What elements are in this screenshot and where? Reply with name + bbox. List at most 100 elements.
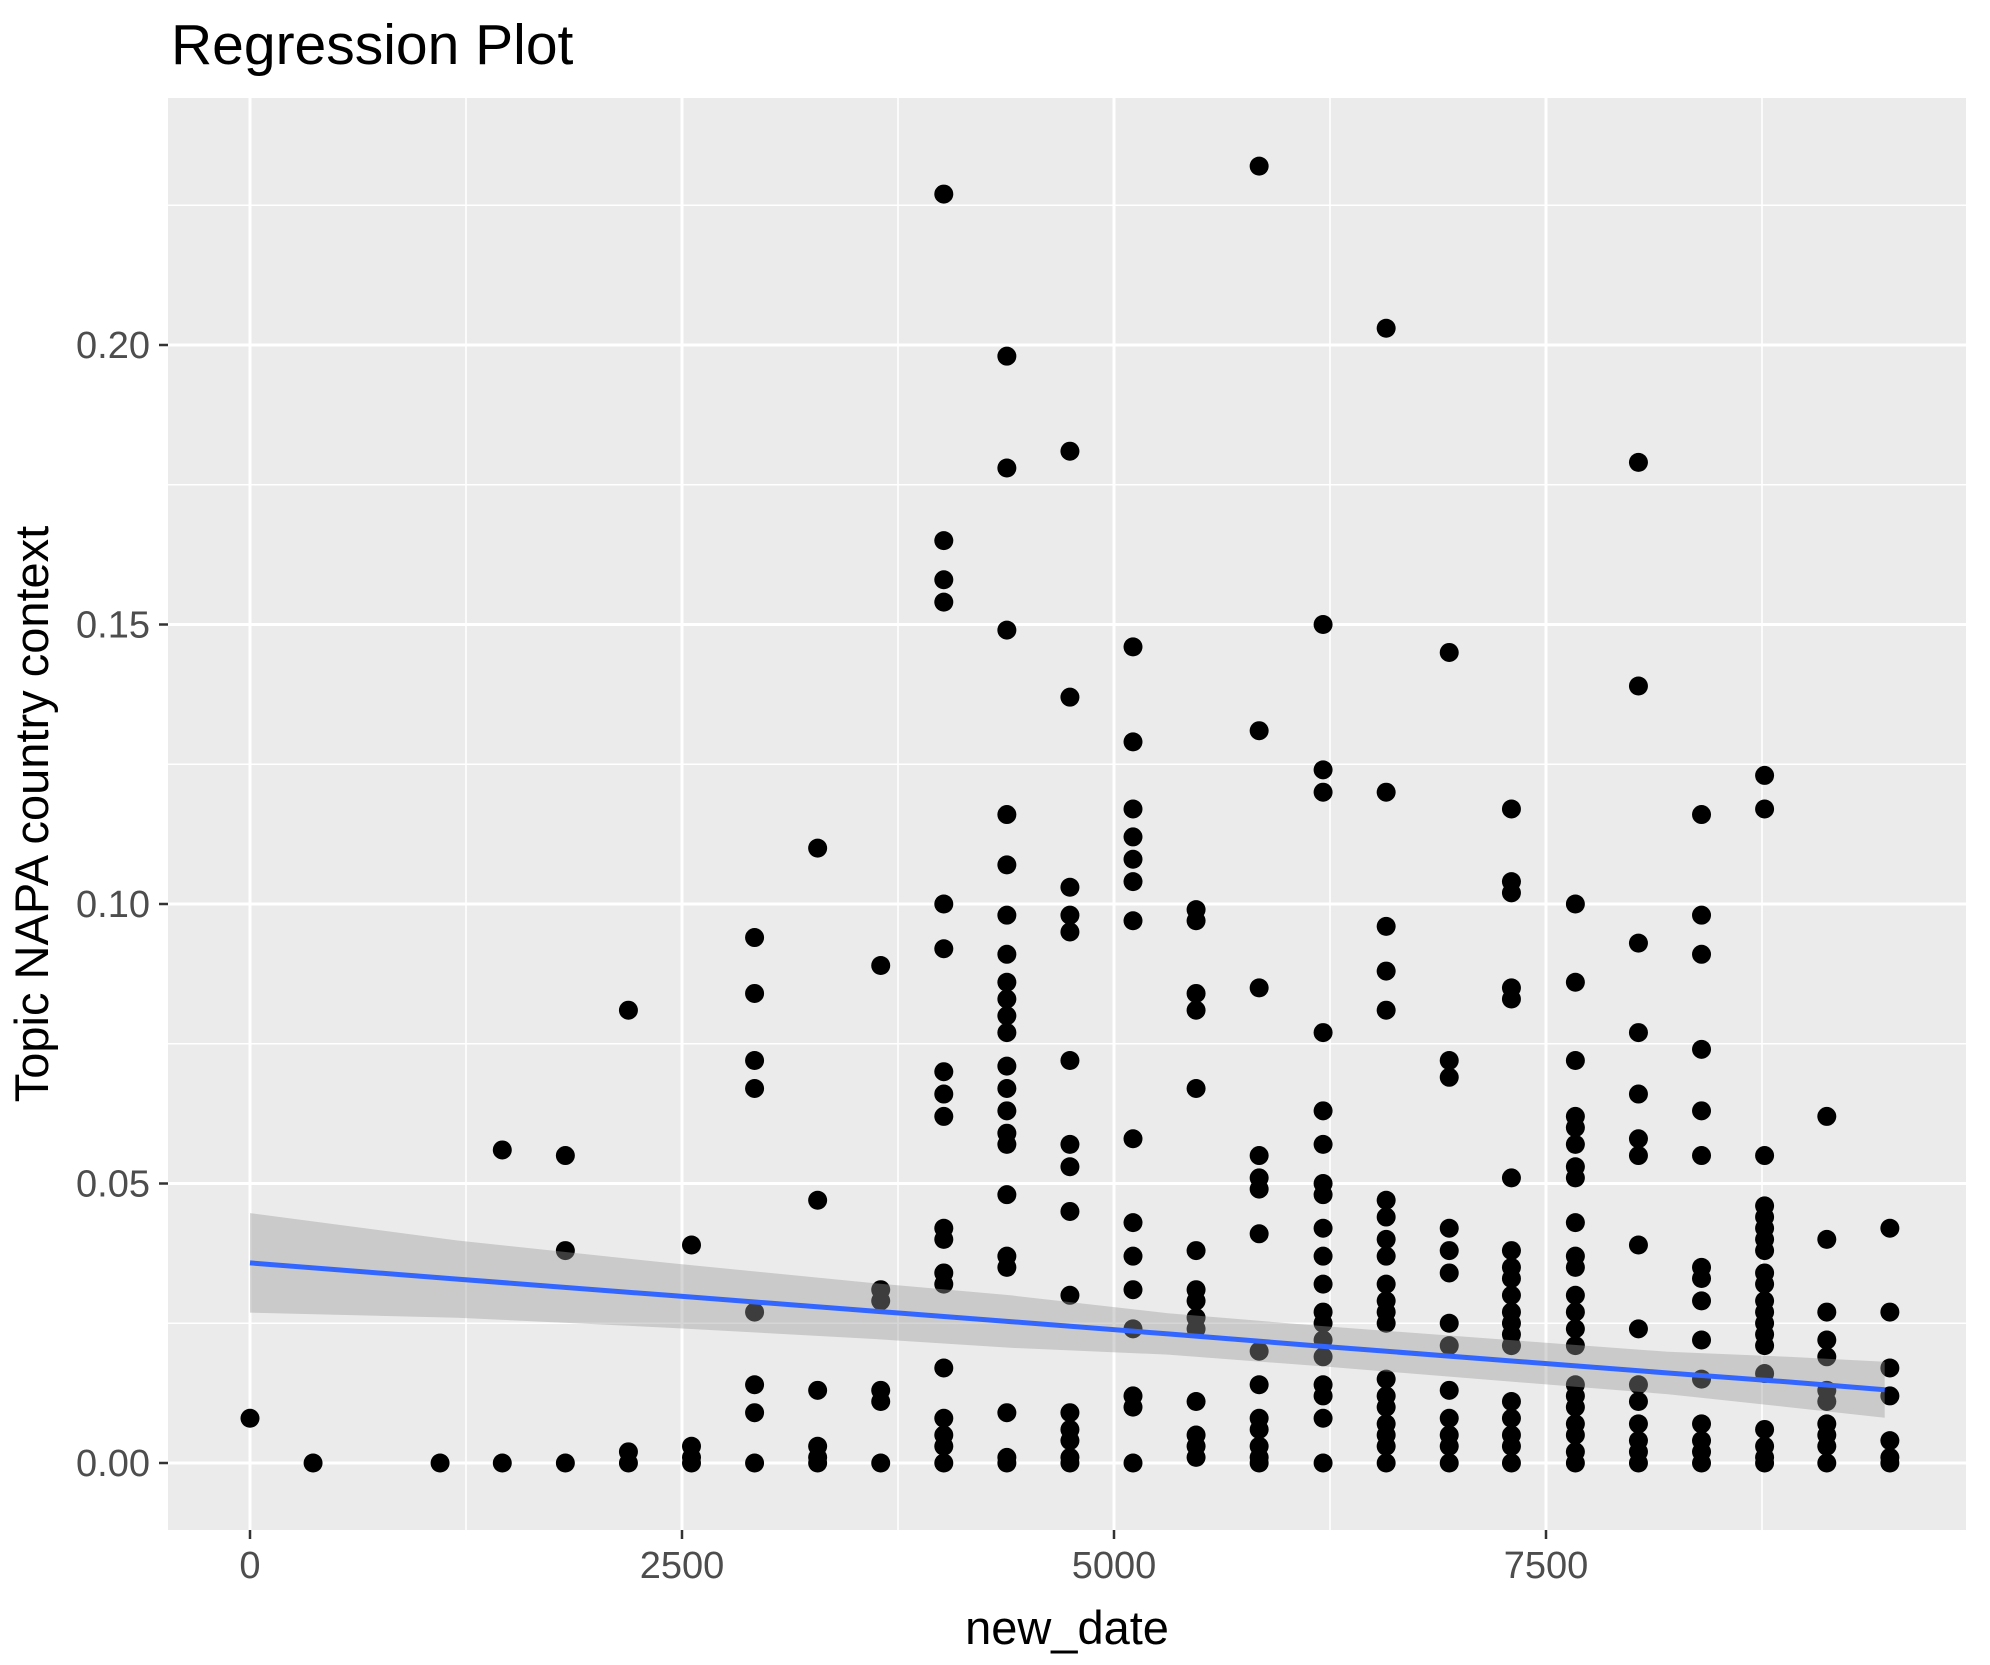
- data-point: [745, 983, 765, 1003]
- data-point: [1628, 1453, 1648, 1473]
- data-point: [1565, 894, 1585, 914]
- data-point: [1249, 721, 1269, 741]
- data-point: [1313, 1347, 1333, 1367]
- data-point: [1817, 1330, 1837, 1350]
- data-point: [1628, 452, 1648, 472]
- data-point: [1376, 1274, 1396, 1294]
- data-point: [1123, 911, 1143, 931]
- data-point: [1060, 1285, 1080, 1305]
- y-tick-labels: 0.00 0.05 0.10 0.15 0.20: [76, 325, 150, 1485]
- data-point: [1376, 1246, 1396, 1266]
- data-point: [934, 184, 954, 204]
- data-point: [934, 894, 954, 914]
- data-point: [997, 1101, 1017, 1121]
- data-point: [1060, 687, 1080, 707]
- data-point: [1439, 642, 1459, 662]
- x-tick-label: 5000: [1072, 1545, 1157, 1587]
- y-tick-label: 0.05: [76, 1164, 150, 1206]
- data-point: [1439, 1263, 1459, 1283]
- data-point: [1628, 1146, 1648, 1166]
- data-point: [1313, 1408, 1333, 1428]
- data-point: [1186, 1000, 1206, 1020]
- data-point: [1123, 732, 1143, 752]
- data-point: [1692, 1291, 1712, 1311]
- data-point: [1249, 1453, 1269, 1473]
- x-tick-labels: 0 2500 5000 7500: [239, 1545, 1588, 1587]
- data-point: [1060, 877, 1080, 897]
- data-point: [1376, 1313, 1396, 1333]
- data-point: [1628, 1319, 1648, 1339]
- data-point: [1565, 1257, 1585, 1277]
- y-tick-label: 0.15: [76, 605, 150, 647]
- data-point: [1565, 1118, 1585, 1138]
- data-point: [1692, 1269, 1712, 1289]
- data-point: [1501, 1336, 1521, 1356]
- data-point: [745, 928, 765, 948]
- data-point: [1123, 1246, 1143, 1266]
- data-point: [1186, 911, 1206, 931]
- data-point: [997, 1257, 1017, 1277]
- x-tick-label: 7500: [1504, 1545, 1589, 1587]
- data-point: [1060, 1453, 1080, 1473]
- data-point: [1249, 1146, 1269, 1166]
- data-point: [1880, 1386, 1900, 1406]
- data-point: [1501, 1453, 1521, 1473]
- data-point: [1186, 1291, 1206, 1311]
- minor-gridlines: [168, 98, 1966, 1530]
- data-point: [1501, 989, 1521, 1009]
- data-point: [997, 1185, 1017, 1205]
- data-point: [745, 1403, 765, 1423]
- data-point: [1060, 441, 1080, 461]
- data-point: [871, 1392, 891, 1412]
- data-point: [1692, 805, 1712, 825]
- data-point: [1817, 1347, 1837, 1367]
- data-point: [1692, 905, 1712, 925]
- data-point: [1186, 983, 1206, 1003]
- data-point: [1376, 1000, 1396, 1020]
- data-point: [1123, 827, 1143, 847]
- data-point: [1817, 1229, 1837, 1249]
- data-point: [555, 1453, 575, 1473]
- data-point: [934, 1084, 954, 1104]
- data-point: [1060, 905, 1080, 925]
- data-point: [1376, 1190, 1396, 1210]
- data-point: [1313, 1453, 1333, 1473]
- data-point: [1313, 1246, 1333, 1266]
- data-point: [1313, 782, 1333, 802]
- data-point: [1755, 1419, 1775, 1439]
- data-point: [1880, 1302, 1900, 1322]
- data-point: [1565, 1285, 1585, 1305]
- data-point: [1501, 799, 1521, 819]
- data-point: [997, 905, 1017, 925]
- y-tick-label: 0.10: [76, 884, 150, 926]
- data-point: [618, 1000, 638, 1020]
- data-point: [1692, 1146, 1712, 1166]
- data-point: [555, 1241, 575, 1261]
- data-point: [1501, 1168, 1521, 1188]
- data-point: [808, 1190, 828, 1210]
- data-point: [1501, 883, 1521, 903]
- data-point: [1628, 1392, 1648, 1412]
- data-point: [492, 1140, 512, 1160]
- data-point: [1060, 1201, 1080, 1221]
- data-point: [934, 1453, 954, 1473]
- data-point: [1376, 961, 1396, 981]
- data-point: [1123, 1280, 1143, 1300]
- data-point: [1439, 1380, 1459, 1400]
- data-point: [997, 1023, 1017, 1043]
- ci-ribbon: [250, 1213, 1885, 1418]
- data-point: [1439, 1408, 1459, 1428]
- data-point: [997, 1078, 1017, 1098]
- y-tick-label: 0.00: [76, 1443, 150, 1485]
- data-point: [745, 1453, 765, 1473]
- data-point: [934, 939, 954, 959]
- data-point: [682, 1235, 702, 1255]
- data-point: [1313, 1274, 1333, 1294]
- data-point: [1565, 1213, 1585, 1233]
- data-point: [1060, 1431, 1080, 1451]
- data-point: [1439, 1051, 1459, 1071]
- data-point: [240, 1408, 260, 1428]
- data-point: [934, 1106, 954, 1126]
- data-point: [1501, 1408, 1521, 1428]
